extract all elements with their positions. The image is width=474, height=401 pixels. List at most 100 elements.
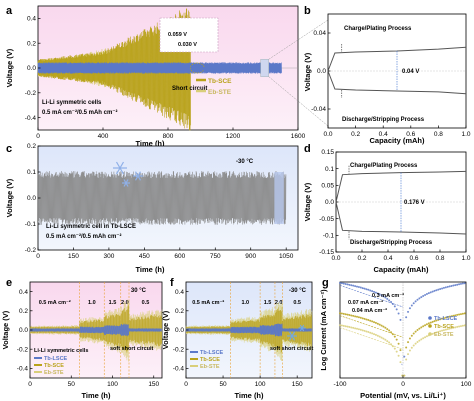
panel-b-ytick-label: 0.04 xyxy=(313,30,326,37)
panel-b-xlabel: Capacity (mAh) xyxy=(369,136,425,145)
panel-g-ann-lsce: 0.3 mA cm⁻² xyxy=(372,292,404,299)
panel-g-point-Tb-SCE xyxy=(418,327,421,330)
panel-g-point-Eb-STE xyxy=(461,324,464,327)
panel-g-point-Eb-STE xyxy=(431,332,434,335)
panel-a: a 0 400 800 1200 1600 -0.4 -0.2 0.0 0.2 0.4 0.059… xyxy=(5,5,329,148)
panel-e-ylabel: Voltage (V) xyxy=(1,310,10,349)
panel-a-ytick-label: -0.4 xyxy=(25,115,37,122)
panel-b-ann-charge: Charge/Plating Process xyxy=(344,26,412,32)
panel-g-point-Tb-LSCE xyxy=(361,287,364,290)
panel-g-point-Tb-SCE xyxy=(357,316,360,319)
panel-d-data xyxy=(335,165,467,240)
panel-g-point-Tb-LSCE xyxy=(369,289,372,292)
panel-g-point-Tb-SCE xyxy=(382,325,385,328)
panel-a-ytick-label: 0.4 xyxy=(27,16,36,23)
panel-g-point-Eb-STE xyxy=(363,329,366,332)
panel-g-ylabel: Log Current (mA cm⁻²) xyxy=(319,289,328,371)
panel-g-point-Tb-SCE xyxy=(340,312,343,315)
panel-g-point-Eb-STE xyxy=(350,326,353,329)
panel-e-series-lsce xyxy=(29,323,162,337)
panel-g-point-Eb-STE xyxy=(412,344,415,347)
panel-g-point-Tb-LSCE xyxy=(386,297,389,300)
panel-f-ylabel: Voltage (V) xyxy=(161,310,170,349)
panel-g-point-Eb-STE xyxy=(390,343,393,346)
panel-a-xtick-label: 400 xyxy=(98,133,109,140)
panel-d-ytick-label: -0.15 xyxy=(319,249,334,256)
panel-d-ytick-label: -0.05 xyxy=(319,216,334,223)
panel-g-point-Tb-LSCE xyxy=(363,287,366,290)
panel-g-point-Tb-SCE xyxy=(444,316,447,319)
panel-g-point-Eb-STE xyxy=(340,324,343,327)
panel-g-point-Tb-LSCE xyxy=(446,285,449,288)
panel-e-segment-label: 1.0 xyxy=(88,300,96,306)
panel-g: g -100 0 100 0.3 mA cm⁻² 0.07 mA cm⁻² 0.04… xyxy=(319,277,472,400)
panel-b-xtick-label: 0.8 xyxy=(434,131,443,138)
panel-g-point-Tb-SCE xyxy=(459,313,462,316)
panel-f-axes: 0 50 100 150 -0.4 -0.2 0.0 0.2 0.4 xyxy=(173,289,303,388)
panel-b-label: b xyxy=(304,5,311,17)
panel-g-point-Eb-STE xyxy=(382,337,385,340)
panel-d-series-discharge xyxy=(335,201,467,235)
panel-b-xtick-label: 0.2 xyxy=(351,131,360,138)
panel-g-point-Tb-SCE xyxy=(410,334,413,337)
panel-g-point-Eb-STE xyxy=(378,335,381,338)
panel-g-point-Eb-STE xyxy=(361,329,364,332)
panel-g-point-Tb-LSCE xyxy=(437,288,440,291)
panel-g-xlabel: Potential (mV, vs. Li/Li⁺) xyxy=(360,391,446,400)
panel-g-point-Tb-SCE xyxy=(399,349,402,352)
panel-g-point-Tb-SCE xyxy=(456,313,459,316)
panel-e-ytick-label: 0.2 xyxy=(19,308,28,315)
panel-g-point-Tb-SCE xyxy=(407,341,410,344)
panel-g-point-Tb-LSCE xyxy=(450,284,453,287)
panel-a-zoom-box xyxy=(260,59,269,77)
panel-g-point-Eb-STE xyxy=(407,353,410,356)
panel-g-point-Eb-STE xyxy=(367,331,370,334)
panel-g-point-Tb-SCE xyxy=(435,319,438,322)
panel-g-point-Eb-STE xyxy=(446,328,449,331)
panel-g-point-Tb-SCE xyxy=(458,313,461,316)
panel-d-xtick-label: 0.4 xyxy=(383,255,392,262)
panel-a-ann-0030: 0.030 V xyxy=(178,42,197,48)
panel-g-point-Tb-LSCE xyxy=(393,305,396,308)
panel-g-point-Tb-LSCE xyxy=(433,289,436,292)
panel-g-point-Tb-SCE xyxy=(424,324,427,327)
panel-e-ann-short: soft short circuit xyxy=(110,346,154,352)
panel-d-xlabel: Capacity (mAh) xyxy=(373,265,429,274)
panel-g-point-Tb-SCE xyxy=(386,328,389,331)
panel-g-point-Tb-SCE xyxy=(348,314,351,317)
panel-g-point-Tb-LSCE xyxy=(452,284,455,287)
panel-g-point-Tb-SCE xyxy=(363,317,366,320)
panel-e-ann-cells: Li-Li symmetric cells xyxy=(34,348,88,354)
panel-c-ytick-label: 0.0 xyxy=(27,195,36,202)
panel-g-point-Tb-SCE xyxy=(378,323,381,326)
panel-a-zoom-link-bottom xyxy=(268,76,329,127)
panel-d-axes: 0.0 0.2 0.4 0.6 0.8 1.0 -0.15 -0.1 -0.05 0.0 0.05 0… xyxy=(319,149,471,262)
panel-g-point-Tb-LSCE xyxy=(342,282,345,285)
panel-d-ytick-label: 0.1 xyxy=(325,166,334,173)
panel-f-segment-label: 0.5 xyxy=(293,300,301,306)
panel-g-point-Eb-STE xyxy=(342,324,345,327)
panel-g-point-Tb-SCE xyxy=(431,320,434,323)
panel-g-point-Tb-LSCE xyxy=(414,300,417,303)
panel-a-ann-cells: Li-Li symmetric cells xyxy=(42,100,102,106)
panel-g-point-Tb-SCE xyxy=(425,323,428,326)
panel-e-xlabel: Time (h) xyxy=(81,391,111,400)
legend-a-lsce: Tb-LSCE xyxy=(208,67,236,74)
panel-d-ytick-label: 0.05 xyxy=(321,183,334,190)
panel-g-ann-sce: 0.07 mA cm⁻² xyxy=(348,299,383,306)
panel-g-point-Tb-SCE xyxy=(354,315,357,318)
panel-g-point-Tb-SCE xyxy=(461,312,464,315)
panel-e-ytick-label: 0.0 xyxy=(19,327,28,334)
legend-f-ste: Eb-STE xyxy=(200,364,220,370)
panel-g-point-Tb-LSCE xyxy=(412,302,415,305)
panel-g-point-Tb-LSCE xyxy=(395,308,398,311)
panel-g-point-Eb-STE xyxy=(420,338,423,341)
panel-g-point-Eb-STE xyxy=(450,327,453,330)
panel-e-data: 0.5 mA cm⁻² 1.0 1.5 2.0 0.5 xyxy=(29,282,163,378)
panel-g-point-Eb-STE xyxy=(384,338,387,341)
panel-b-xtick-label: 0.4 xyxy=(379,131,388,138)
panel-b-ytick-label: 0.0 xyxy=(317,68,326,75)
panel-g-point-Tb-SCE xyxy=(359,316,362,319)
panel-g-point-Tb-SCE xyxy=(356,315,359,318)
panel-g-point-Eb-STE xyxy=(435,331,438,334)
